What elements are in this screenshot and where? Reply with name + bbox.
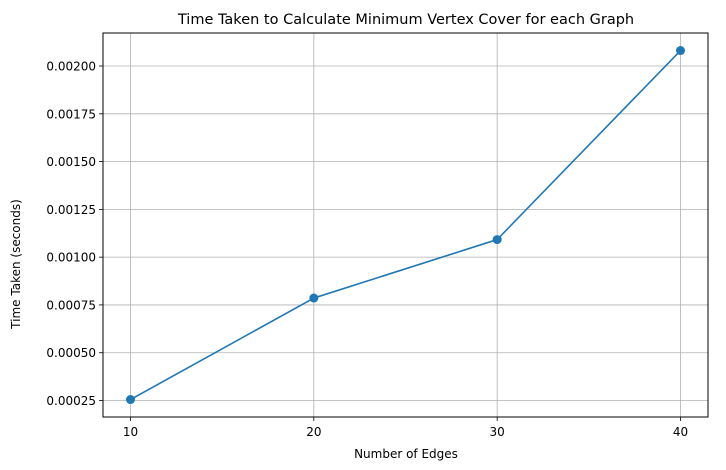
data-point (676, 46, 685, 56)
chart-title: Time Taken to Calculate Minimum Vertex C… (177, 12, 634, 28)
y-axis-title: Time Taken (seconds) (9, 199, 23, 330)
grid (103, 33, 708, 417)
y-tick-label: 0.00100 (46, 251, 96, 265)
series-line (129, 49, 682, 401)
y-tick-label: 0.00075 (46, 298, 96, 312)
y-tick-label: 0.00150 (46, 155, 96, 169)
y-tick-label: 0.00200 (46, 60, 96, 74)
axis-ticks: 10 20 30 40 0.00025 0.00050 0.00075 0.00100 0.00… (46, 60, 688, 439)
x-tick-label: 10 (123, 425, 138, 439)
data-point (492, 235, 502, 245)
x-axis-title: Number of Edges (354, 447, 458, 461)
x-tick-label: 30 (490, 425, 505, 439)
series-layer (126, 46, 685, 405)
data-point (309, 293, 319, 303)
data-point (126, 395, 135, 405)
y-tick-label: 0.00050 (46, 346, 96, 360)
x-tick-label: 20 (306, 425, 321, 439)
y-tick-label: 0.00025 (46, 394, 96, 408)
x-tick-label: 40 (673, 425, 688, 439)
y-tick-label: 0.00125 (46, 203, 96, 217)
plot-area-frame (102, 32, 709, 418)
y-tick-label: 0.00175 (46, 107, 96, 121)
